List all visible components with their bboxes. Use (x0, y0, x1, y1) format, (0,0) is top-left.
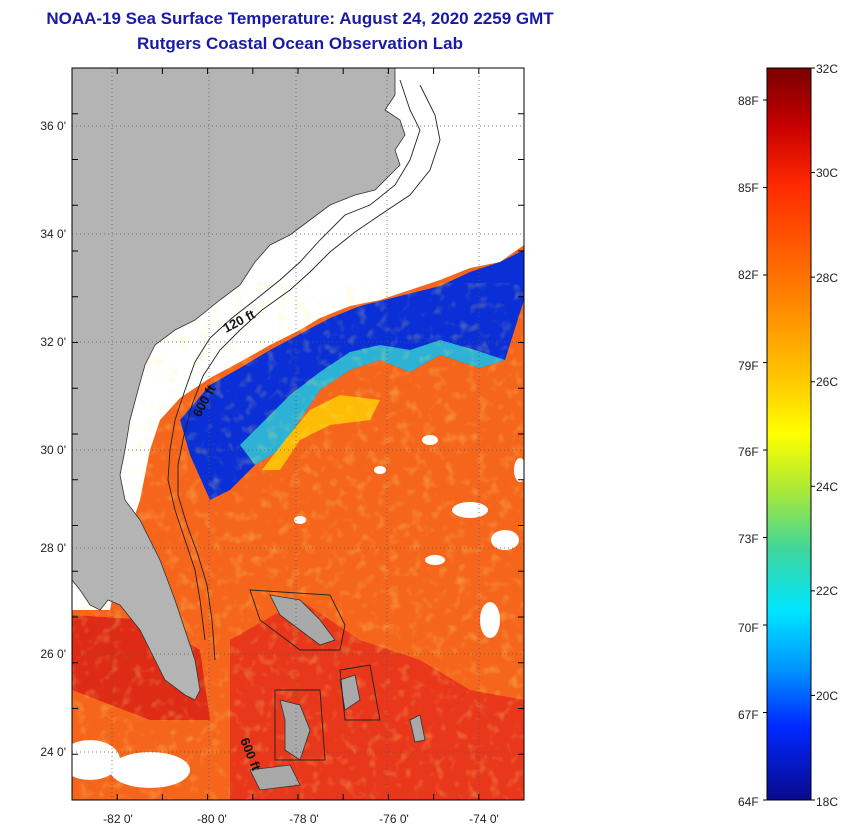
lat-label-30: 30 0' (40, 443, 66, 457)
colorbar-label-18c: 18C (816, 795, 838, 809)
colorbar-label-79f: 79F (738, 359, 759, 373)
lat-label-26: 26 0' (40, 647, 66, 661)
colorbar-label-32c: 32C (816, 62, 838, 76)
graticule (72, 68, 524, 800)
lat-label-34: 34 0' (40, 227, 66, 241)
lon-label-74: -74 0' (469, 812, 499, 826)
colorbar-label-70f: 70F (738, 621, 759, 635)
colorbar-label-20c: 20C (816, 689, 838, 703)
sst-map: 120 ft 600 ft 600 ft (72, 68, 524, 800)
colorbar-label-22c: 22C (816, 584, 838, 598)
lat-label-32: 32 0' (40, 335, 66, 349)
latitude-labels: 36 0' 34 0' 32 0' 30 0' 28 0' 26 0' 24 0… (40, 119, 66, 759)
lon-label-80: -80 0' (197, 812, 227, 826)
colorbar-label-64f: 64F (738, 795, 759, 809)
frame-ticks (71, 67, 525, 801)
land-us-east-coast (72, 68, 406, 701)
lon-label-76: -76 0' (379, 812, 409, 826)
depth-contours (167, 79, 441, 761)
colorbar-label-82f: 82F (738, 268, 759, 282)
temperature-colorbar: 32C 30C 28C 26C 24C 22C 20C 18C 88F 85F … (738, 62, 838, 809)
land-bahamas (249, 594, 426, 791)
lon-label-78: -78 0' (289, 812, 319, 826)
colorbar-label-26c: 26C (816, 375, 838, 389)
lat-label-28: 28 0' (40, 541, 66, 555)
colorbar-label-88f: 88F (738, 94, 759, 108)
map-title: NOAA-19 Sea Surface Temperature: August … (46, 9, 554, 28)
colorbar-gradient (766, 67, 812, 801)
colorbar-label-67f: 67F (738, 708, 759, 722)
lon-label-82: -82 0' (103, 812, 133, 826)
colorbar-label-76f: 76F (738, 445, 759, 459)
colorbar-ticks (763, 67, 815, 801)
cloud-patches (72, 435, 524, 788)
lat-label-36: 36 0' (40, 119, 66, 133)
colorbar-label-28c: 28C (816, 271, 838, 285)
colorbar-label-30c: 30C (816, 166, 838, 180)
longitude-labels: -82 0' -80 0' -78 0' -76 0' -74 0' (103, 812, 499, 826)
colorbar-label-85f: 85F (738, 181, 759, 195)
lat-label-24: 24 0' (40, 745, 66, 759)
colorbar-label-24c: 24C (816, 480, 838, 494)
colorbar-label-73f: 73F (738, 532, 759, 546)
map-subtitle: Rutgers Coastal Ocean Observation Lab (137, 34, 463, 53)
